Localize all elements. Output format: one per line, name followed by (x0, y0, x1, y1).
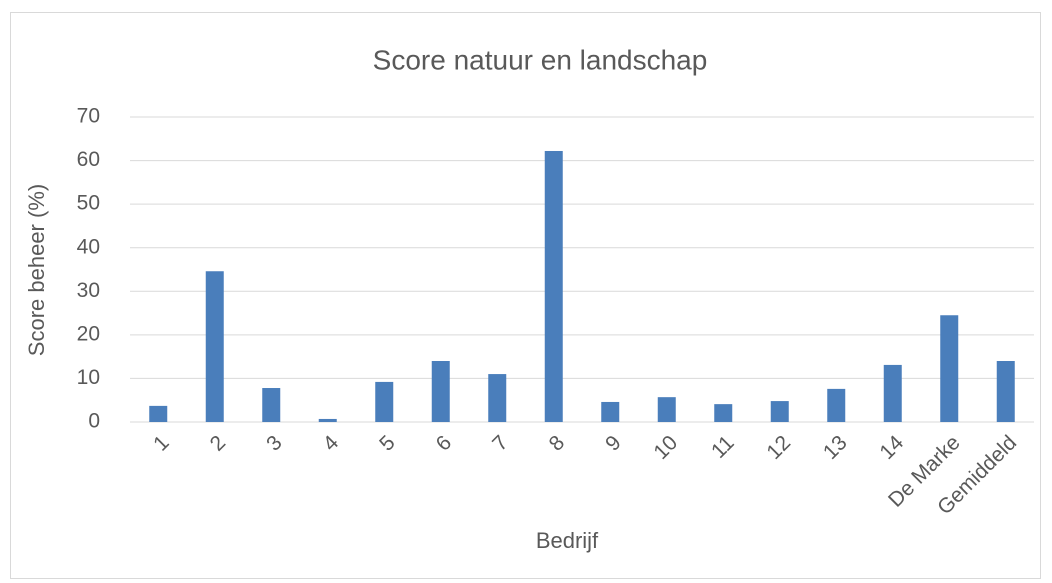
bar (940, 315, 959, 422)
bar (657, 397, 676, 422)
bar (205, 271, 224, 422)
chart-border (10, 12, 1041, 579)
y-tick-label: 40 (77, 235, 100, 258)
bar (714, 404, 733, 422)
bar (544, 150, 563, 422)
y-tick-label: 30 (77, 279, 100, 302)
x-axis-label: Bedrijf (536, 528, 599, 553)
bar (601, 401, 620, 422)
bar (149, 405, 168, 422)
y-tick-label: 60 (77, 148, 100, 171)
y-tick-label: 20 (77, 322, 100, 345)
chart-title: Score natuur en landschap (373, 44, 708, 75)
y-tick-label: 0 (88, 410, 100, 433)
y-tick-label: 50 (77, 192, 100, 215)
y-tick-label: 70 (77, 105, 100, 128)
bar (883, 364, 902, 422)
bar (375, 381, 394, 422)
bar (262, 388, 281, 422)
bar (431, 361, 450, 422)
bar (488, 374, 507, 422)
bar (318, 418, 337, 422)
y-axis-label: Score beheer (%) (24, 184, 49, 356)
bar (827, 388, 846, 422)
bar (996, 361, 1015, 422)
y-tick-label: 10 (77, 366, 100, 389)
bar (770, 401, 789, 422)
